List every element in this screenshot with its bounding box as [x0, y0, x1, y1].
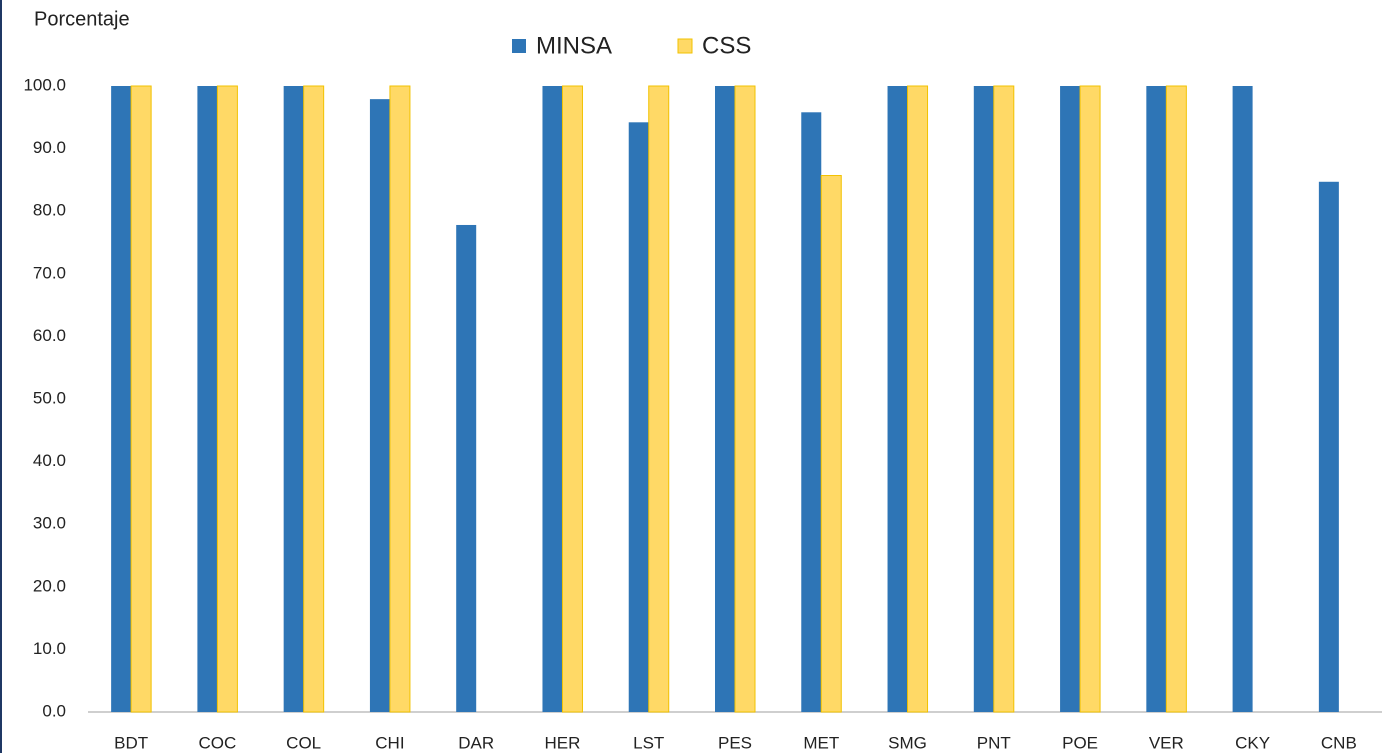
bar	[907, 85, 929, 713]
bar	[715, 86, 735, 712]
x-tick-label: DAR	[458, 733, 494, 752]
x-tick-label: HER	[545, 733, 581, 752]
x-tick-label: BDT	[114, 733, 148, 752]
y-tick-label: 100.0	[23, 75, 66, 94]
bar	[820, 175, 842, 713]
x-tick-label: COC	[199, 733, 237, 752]
bar	[369, 99, 390, 712]
x-tick-label: MET	[803, 733, 839, 752]
bar	[303, 85, 325, 713]
y-tick-label: 10.0	[33, 639, 66, 658]
bar	[561, 85, 583, 713]
y-tick-label: 90.0	[33, 138, 66, 157]
bar	[216, 85, 238, 713]
x-tick-label: PNT	[977, 733, 1011, 752]
legend-swatch	[512, 39, 526, 53]
y-tick-label: 60.0	[33, 326, 66, 345]
y-tick-label: 30.0	[33, 514, 66, 533]
y-tick-label: 70.0	[33, 263, 66, 282]
x-tick-label: PES	[718, 733, 752, 752]
bar	[111, 86, 132, 712]
legend-label: MINSA	[536, 32, 612, 59]
legend-swatch	[677, 38, 693, 54]
bar	[130, 85, 152, 713]
y-tick-label: 80.0	[33, 201, 66, 220]
y-tick-label: 20.0	[33, 576, 66, 595]
x-tick-label: LST	[633, 733, 664, 752]
bar	[1165, 85, 1187, 713]
bar	[993, 85, 1015, 713]
bar	[734, 85, 756, 713]
x-tick-label: CKY	[1235, 733, 1270, 752]
bar	[648, 85, 670, 713]
bar	[389, 85, 411, 713]
bar	[801, 112, 822, 713]
x-tick-label: COL	[286, 733, 321, 752]
bar	[973, 86, 994, 712]
bar	[1079, 85, 1101, 713]
bar	[1232, 86, 1253, 712]
x-tick-label: CHI	[375, 733, 404, 752]
y-axis-title: Porcentaje	[34, 8, 130, 30]
x-tick-label: POE	[1062, 733, 1098, 752]
bar	[456, 224, 477, 713]
x-tick-label: SMG	[888, 733, 927, 752]
x-tick-label: VER	[1149, 733, 1184, 752]
bar	[283, 86, 304, 712]
bar	[1318, 181, 1339, 712]
bar	[197, 86, 218, 712]
bar	[1146, 86, 1167, 712]
bar	[542, 86, 563, 712]
legend-label: CSS	[702, 32, 751, 59]
y-tick-label: 0.0	[42, 701, 66, 720]
bar	[887, 86, 908, 712]
y-tick-label: 40.0	[33, 451, 66, 470]
y-tick-label: 50.0	[33, 388, 66, 407]
bar	[628, 122, 649, 713]
x-tick-label: CNB	[1321, 733, 1357, 752]
bar	[1060, 86, 1081, 712]
